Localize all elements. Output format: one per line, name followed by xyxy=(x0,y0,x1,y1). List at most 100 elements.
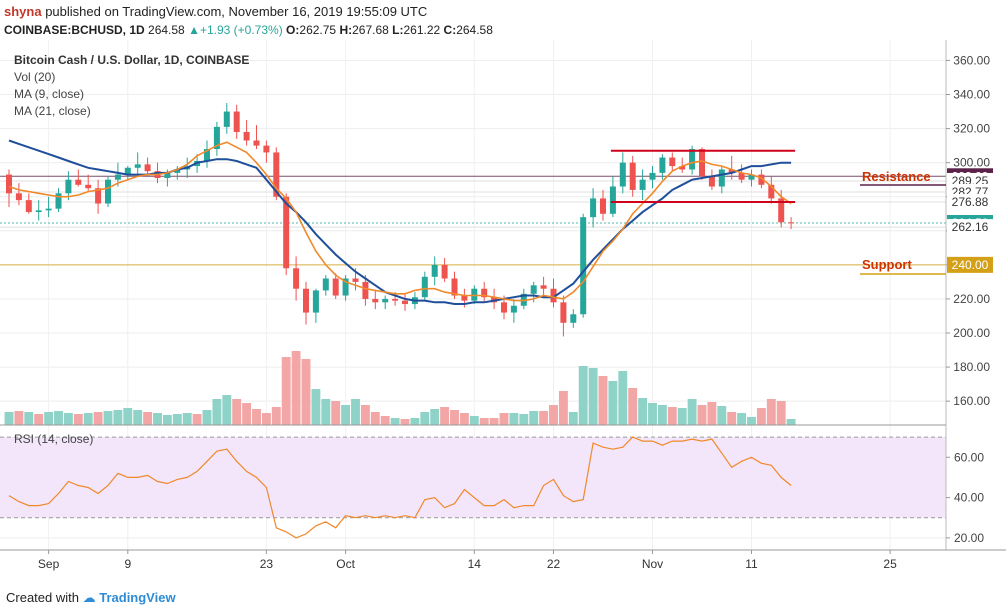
volume-bar xyxy=(311,389,321,425)
volume-bar xyxy=(459,413,469,425)
time-tick-label: 11 xyxy=(745,557,758,571)
candle-body xyxy=(223,111,230,127)
price-tick-label: 220.00 xyxy=(953,292,990,306)
symbol-info: COINBASE:BCHUSD, 1D 264.58 ▲+1.93 (+0.73… xyxy=(4,23,493,37)
volume-bar xyxy=(648,403,657,425)
candle-body xyxy=(451,278,458,296)
candle-body xyxy=(649,172,656,180)
price-tag-label: 240.00 xyxy=(952,258,989,272)
volume-bar xyxy=(281,357,291,425)
candle-body xyxy=(708,176,715,187)
footer-created: Created with xyxy=(6,590,79,605)
volume-bar xyxy=(182,413,192,425)
support-resistance-lines xyxy=(610,149,796,204)
volume-bar xyxy=(747,417,756,425)
candle-body xyxy=(659,157,666,173)
volume-bar xyxy=(63,413,73,425)
volume-bar xyxy=(707,402,717,425)
volume-bar xyxy=(370,412,380,425)
volume-bar xyxy=(113,410,123,425)
candle-body xyxy=(15,193,22,201)
rsi-tick-label: 40.00 xyxy=(954,491,984,505)
candle-body xyxy=(748,174,755,180)
price-chart[interactable]: 160.00180.00200.00220.00240.00260.00280.… xyxy=(0,40,1006,585)
volume-bar xyxy=(410,418,420,425)
time-axis-ticks: Sep 9 23 Oct 14 22 Nov 11 25 xyxy=(38,550,897,571)
volume-bar xyxy=(301,359,311,425)
candle-body xyxy=(114,174,121,180)
candle-body xyxy=(25,200,32,213)
volume-bar xyxy=(143,412,153,425)
volume-bar xyxy=(667,407,677,425)
price-tick-label: 160.00 xyxy=(953,394,990,408)
volume-bar xyxy=(618,371,628,425)
volume-bar xyxy=(212,399,222,425)
candle-body xyxy=(699,149,705,177)
candle-body xyxy=(768,184,775,199)
candle-body xyxy=(372,298,379,303)
volume-bar xyxy=(588,368,598,425)
candle-body xyxy=(45,208,52,211)
volume-bar xyxy=(628,388,638,425)
author-name[interactable]: shyna xyxy=(4,4,42,19)
price-axis-labels: 292.00289.25282.77276.88264.58262.16240.… xyxy=(947,168,993,273)
candle-body xyxy=(540,285,547,289)
volume-bar xyxy=(103,411,113,425)
close-value: 264.58 xyxy=(456,23,493,37)
last-price: 264.58 xyxy=(148,23,185,37)
volume-bar xyxy=(93,412,103,425)
candle-body xyxy=(728,169,735,173)
candle-body xyxy=(164,172,171,178)
time-tick-label: Sep xyxy=(38,557,60,571)
volume-bar xyxy=(123,408,133,425)
volume-bar xyxy=(252,409,261,425)
candle-body xyxy=(639,179,646,190)
candle-body xyxy=(95,188,102,204)
rsi-tick-label: 20.00 xyxy=(954,531,984,545)
volume-bar xyxy=(351,399,360,425)
candle-body xyxy=(778,198,785,223)
time-tick-label: 9 xyxy=(124,557,131,571)
volume-bar xyxy=(687,399,697,425)
price-tag-bg xyxy=(947,194,993,211)
open-label: O: xyxy=(286,23,300,37)
volume-bar xyxy=(380,416,390,425)
price-level-lines xyxy=(0,175,946,266)
time-tick-label: 22 xyxy=(547,557,561,571)
volume-bar xyxy=(499,413,509,425)
candle-body xyxy=(609,186,616,214)
volume-bar xyxy=(341,405,351,425)
candle-body xyxy=(204,149,210,161)
time-tick-label: 25 xyxy=(883,557,897,571)
volume-bar xyxy=(549,405,558,425)
volume-bar xyxy=(232,399,242,425)
time-tick-label: 14 xyxy=(468,557,482,571)
rsi-tick-label: 60.00 xyxy=(954,450,984,464)
publish-text: published on TradingView.com, November 1… xyxy=(45,4,428,19)
candle-body xyxy=(6,174,12,194)
tradingview-logo-icon[interactable]: ☁ xyxy=(82,590,96,605)
candle-body xyxy=(481,288,488,298)
candle-body xyxy=(263,145,270,153)
legend-ma21: MA (21, close) xyxy=(14,104,91,118)
volume-bar xyxy=(420,412,430,425)
candle-body xyxy=(629,162,636,190)
volume-bar xyxy=(578,366,588,425)
candle-body xyxy=(322,278,329,291)
volume-bar xyxy=(390,418,400,425)
candle-body xyxy=(303,288,309,313)
candle-body xyxy=(105,179,111,204)
ma9-line xyxy=(8,141,792,302)
legend-volume: Vol (20) xyxy=(14,70,55,84)
publish-info: shyna published on TradingView.com, Nove… xyxy=(4,4,427,19)
volume-bar xyxy=(568,412,578,425)
volume-bars xyxy=(4,351,796,425)
rsi-line xyxy=(8,436,792,539)
footer-brand[interactable]: TradingView xyxy=(99,590,176,605)
price-change: +1.93 (+0.73%) xyxy=(199,23,283,37)
candle-body xyxy=(679,166,686,170)
volume-bar xyxy=(24,412,34,425)
candle-body xyxy=(233,111,240,132)
volume-bar xyxy=(717,406,727,425)
volume-bar xyxy=(529,411,539,425)
